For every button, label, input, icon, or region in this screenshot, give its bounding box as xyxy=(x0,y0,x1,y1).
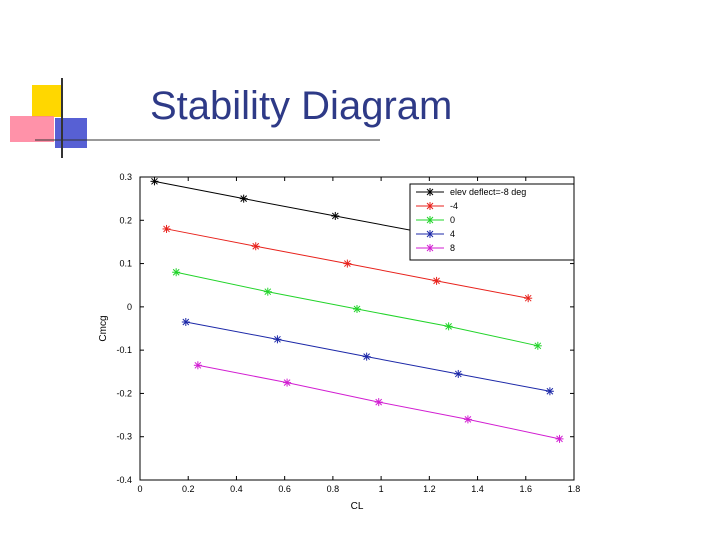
legend-marker xyxy=(426,216,434,224)
legend-label: -4 xyxy=(450,201,458,211)
marker-stroke xyxy=(240,195,248,202)
legend-label: 8 xyxy=(450,243,455,253)
x-tick-label: 0 xyxy=(137,484,142,494)
y-tick-label: -0.1 xyxy=(116,345,132,355)
legend-marker xyxy=(426,202,434,210)
marker-stroke xyxy=(151,177,158,185)
x-tick-label: 0.4 xyxy=(230,484,243,494)
marker-stroke xyxy=(163,225,170,233)
marker-stroke xyxy=(426,230,434,238)
x-tick-label: 1.8 xyxy=(568,484,581,494)
x-tick-label: 1.4 xyxy=(471,484,484,494)
y-tick-label: -0.2 xyxy=(116,388,132,398)
slide-title: Stability Diagram xyxy=(150,84,453,128)
legend-box xyxy=(409,183,575,261)
data-point xyxy=(555,434,564,443)
marker-stroke xyxy=(274,335,281,343)
x-tick-label: 0.6 xyxy=(278,484,291,494)
y-axis-label: Cmcg xyxy=(98,315,109,341)
data-point xyxy=(251,242,260,251)
data-point xyxy=(273,335,282,344)
marker-stroke xyxy=(375,398,383,406)
plot-area xyxy=(139,176,575,481)
yellow-square xyxy=(32,85,62,117)
data-point xyxy=(331,211,340,220)
data-point xyxy=(362,352,371,361)
marker-stroke xyxy=(264,288,272,296)
x-tick-label: 1.6 xyxy=(520,484,533,494)
marker-stroke xyxy=(252,242,260,250)
data-point xyxy=(533,341,542,350)
legend-label: 4 xyxy=(450,229,455,239)
y-tick-label: 0 xyxy=(127,302,132,312)
data-point xyxy=(150,177,159,186)
x-tick-label: 1 xyxy=(379,484,384,494)
marker-stroke xyxy=(454,370,462,378)
marker-stroke xyxy=(524,294,532,302)
marker-stroke xyxy=(426,188,434,196)
y-tick-label: -0.4 xyxy=(116,475,132,485)
marker-stroke xyxy=(464,416,472,423)
marker-stroke xyxy=(426,244,434,252)
legend-marker xyxy=(426,244,434,252)
data-point xyxy=(181,318,190,327)
x-tick-label: 0.2 xyxy=(182,484,195,494)
data-point xyxy=(463,415,472,424)
marker-stroke xyxy=(331,212,339,220)
marker-stroke xyxy=(426,202,434,210)
marker-stroke xyxy=(556,435,563,443)
marker-stroke xyxy=(534,342,542,350)
y-tick-label: -0.3 xyxy=(116,432,132,442)
data-point xyxy=(374,398,383,407)
marker-stroke xyxy=(433,277,440,285)
marker-stroke xyxy=(445,322,452,330)
marker-stroke xyxy=(353,305,361,313)
data-point xyxy=(172,268,181,277)
legend-marker xyxy=(426,188,434,196)
data-point xyxy=(524,294,533,303)
x-tick-label: 1.2 xyxy=(423,484,436,494)
marker-stroke xyxy=(283,379,291,386)
data-point xyxy=(239,194,248,203)
legend-label: elev deflect=-8 deg xyxy=(450,187,526,197)
data-point xyxy=(193,361,202,370)
data-point xyxy=(432,276,441,285)
marker-stroke xyxy=(363,353,370,360)
marker-stroke xyxy=(172,268,180,276)
x-tick-label: 0.8 xyxy=(327,484,340,494)
y-tick-label: 0.3 xyxy=(119,172,132,182)
data-point xyxy=(545,387,554,396)
data-point xyxy=(454,369,463,378)
data-point xyxy=(444,322,453,331)
data-point xyxy=(283,378,292,387)
data-point xyxy=(343,259,352,268)
pink-square xyxy=(10,116,54,142)
y-tick-label: 0.1 xyxy=(119,259,132,269)
x-axis-label: CL xyxy=(351,501,364,512)
marker-stroke xyxy=(344,260,351,267)
marker-stroke xyxy=(182,318,190,326)
data-point xyxy=(263,287,272,296)
data-point xyxy=(353,305,361,314)
legend-marker xyxy=(426,230,434,238)
blue-square xyxy=(55,118,87,148)
legend-label: 0 xyxy=(450,215,455,225)
marker-stroke xyxy=(426,216,434,224)
y-tick-label: 0.2 xyxy=(119,215,132,225)
data-point xyxy=(162,224,171,233)
marker-stroke xyxy=(546,387,554,395)
marker-stroke xyxy=(194,361,202,369)
